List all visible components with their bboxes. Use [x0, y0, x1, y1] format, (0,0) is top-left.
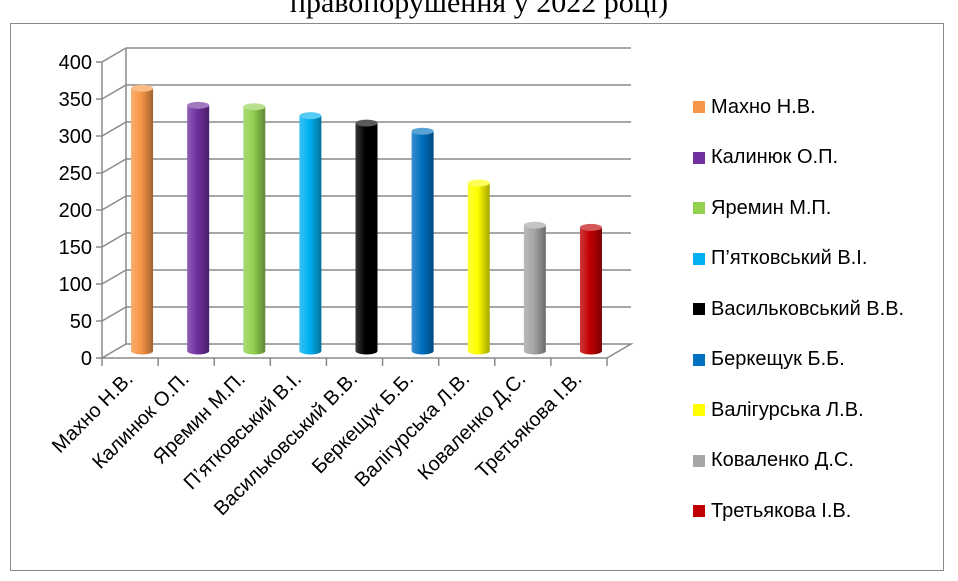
gridline-side [101, 158, 127, 174]
legend-item: Махно Н.В. [693, 92, 816, 122]
legend-item: Валігурська Л.В. [693, 395, 864, 425]
x-tick-label: Беркещук Б.Б. [308, 368, 418, 478]
legend-item: Васильковський В.В. [693, 294, 904, 324]
bar-top [131, 84, 154, 92]
gridline-side [101, 84, 127, 100]
legend-label: Валігурська Л.В. [711, 398, 864, 421]
gridline-side [101, 306, 127, 322]
bar [187, 105, 210, 355]
gridline-side [101, 195, 127, 211]
legend-label: Васильковський В.В. [711, 297, 905, 320]
legend-item: Яремин М.П. [693, 193, 831, 223]
bar-top [579, 223, 602, 231]
legend-label: Третьякова І.В. [711, 499, 852, 522]
legend-swatch [693, 202, 705, 214]
y-tick-label: 400 [59, 52, 92, 74]
legend-swatch [693, 404, 705, 416]
legend-label: Махно Н.В. [711, 95, 816, 118]
legend-label: Коваленко Д.С. [711, 449, 854, 471]
legend-item: Беркещук Б.Б. [693, 345, 845, 375]
bar-top [467, 179, 490, 187]
chart-title: правопорушення у 2022 році) [289, 0, 669, 19]
legend-item: Третьякова І.В. [693, 496, 851, 526]
x-tick-label: Третьякова І.В. [472, 368, 587, 483]
legend-item: П’ятковський В.І. [693, 244, 867, 274]
bar [411, 131, 434, 355]
y-tick-label: 0 [81, 348, 92, 370]
legend-swatch [693, 303, 705, 315]
bar-top [299, 112, 322, 120]
legend-swatch [693, 252, 705, 265]
y-tick-label: 50 [70, 311, 92, 333]
legend-label: Яремин М.П. [711, 196, 832, 219]
bar-top [411, 127, 434, 135]
legend-label: П’ятковський В.І. [711, 247, 868, 269]
legend-swatch [693, 101, 705, 113]
bar [299, 115, 322, 355]
legend-swatch [693, 454, 705, 467]
y-tick-label: 200 [59, 200, 92, 222]
gridline-side [101, 232, 127, 248]
legend-label: Беркещук Б.Б. [711, 348, 845, 370]
legend-swatch [693, 151, 705, 164]
y-tick-label: 150 [59, 237, 92, 259]
bar [131, 88, 154, 355]
y-tick-label: 250 [59, 163, 92, 185]
bar-top [243, 103, 266, 111]
bar [467, 183, 490, 355]
bar-top [187, 101, 210, 109]
y-tick-label: 100 [59, 274, 92, 296]
bar [355, 123, 378, 355]
bar [579, 227, 602, 355]
bar-top [523, 221, 546, 229]
y-tick-label: 300 [59, 126, 92, 148]
legend-swatch [693, 353, 705, 366]
legend-swatch [693, 505, 705, 517]
legend-item: Калинюк О.П. [693, 143, 838, 173]
legend-item: Коваленко Д.С. [693, 446, 854, 476]
y-tick-label: 350 [59, 89, 92, 111]
legend-label: Калинюк О.П. [711, 146, 839, 168]
x-tick-label: Калинюк О.П. [88, 368, 193, 473]
gridline-side [101, 269, 127, 285]
chart-frame [10, 23, 944, 571]
bar-top [355, 119, 378, 127]
bar [523, 225, 546, 355]
gridline-side [101, 47, 127, 63]
gridline-side [101, 121, 127, 137]
bar [243, 106, 266, 355]
